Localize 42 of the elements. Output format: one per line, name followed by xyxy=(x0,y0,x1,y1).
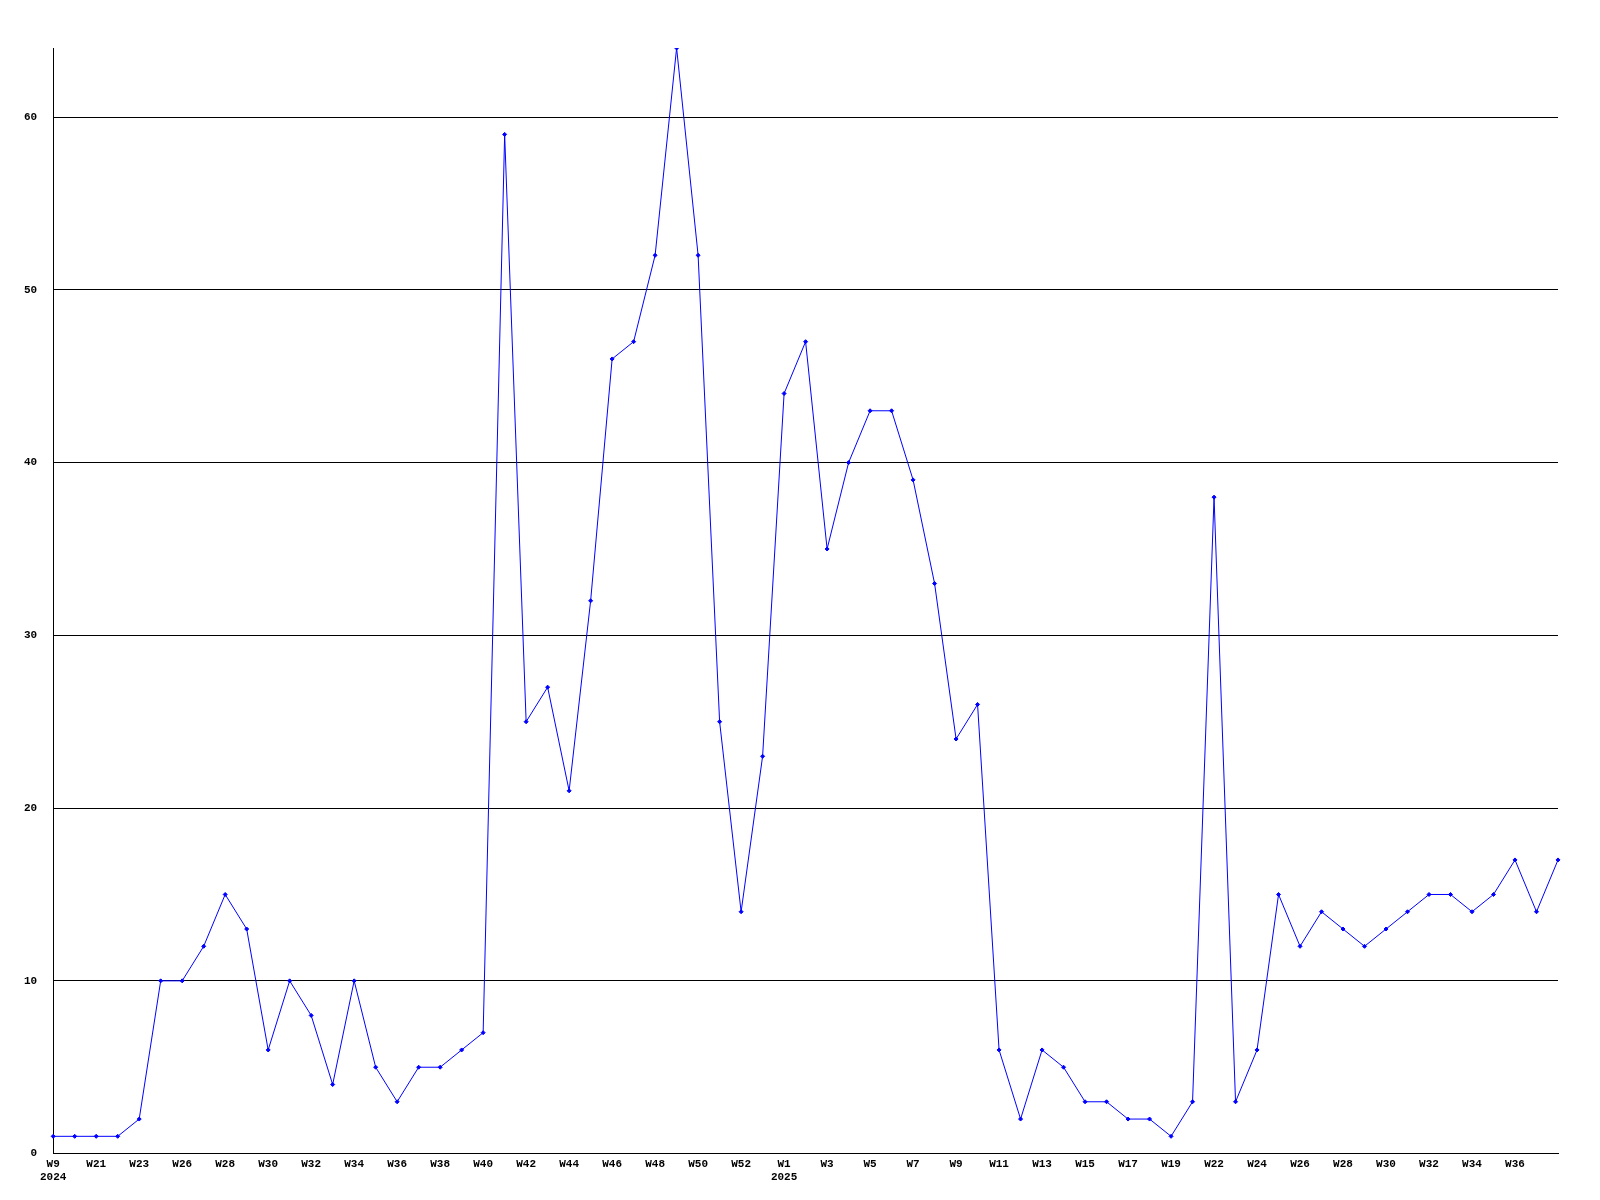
x-tick-label: W34 xyxy=(344,1157,365,1170)
y-tick-label: 0 xyxy=(30,1147,38,1160)
x-tick-label: W28 xyxy=(215,1157,236,1170)
x-tick-label: W17 xyxy=(1118,1157,1138,1170)
x-tick-label: W32 xyxy=(301,1157,322,1170)
x-tick-label: W9 2024 xyxy=(40,1157,67,1184)
x-tick-label: W21 xyxy=(86,1157,107,1170)
y-tick-label: 60 xyxy=(24,110,38,123)
y-tick-label: 50 xyxy=(24,283,38,296)
x-tick-label: W23 xyxy=(129,1157,150,1170)
x-tick-label: W26 xyxy=(1290,1157,1310,1170)
y-tick-label: 10 xyxy=(24,974,38,987)
x-tick-label: W40 xyxy=(473,1157,494,1170)
x-tick-label: W44 xyxy=(559,1157,580,1170)
x-tick-label: W11 xyxy=(989,1157,1010,1170)
x-tick-label: W28 xyxy=(1333,1157,1354,1170)
x-tick-label: W9 xyxy=(949,1157,963,1170)
x-tick-label: W1 2025 xyxy=(770,1157,798,1184)
x-tick-label: W32 xyxy=(1419,1157,1439,1170)
y-tick-label: 30 xyxy=(24,629,38,642)
y-tick-label: 40 xyxy=(24,456,38,469)
x-tick-label: W36 xyxy=(1505,1157,1525,1170)
x-tick-label: W24 xyxy=(1247,1157,1268,1170)
x-tick-label: W30 xyxy=(1376,1157,1396,1170)
x-tick-label: W7 xyxy=(906,1157,920,1170)
x-tick-label: W46 xyxy=(602,1157,623,1170)
x-tick-label: W50 xyxy=(688,1157,709,1170)
x-tick-label: W36 xyxy=(387,1157,408,1170)
x-tick-label: W22 xyxy=(1204,1157,1224,1170)
x-tick-label: W13 xyxy=(1032,1157,1053,1170)
x-tick-label: W15 xyxy=(1075,1157,1096,1170)
x-tick-label: W30 xyxy=(258,1157,279,1170)
x-tick-label: W52 xyxy=(731,1157,752,1170)
x-tick-label: W19 xyxy=(1161,1157,1181,1170)
x-tick-label: W48 xyxy=(645,1157,666,1170)
x-tick-label: W5 xyxy=(863,1157,878,1170)
x-tick-label: W3 xyxy=(820,1157,835,1170)
x-tick-label: W34 xyxy=(1462,1157,1483,1170)
y-tick-label: 20 xyxy=(24,801,38,814)
x-tick-label: W38 xyxy=(430,1157,451,1170)
x-tick-label: W42 xyxy=(516,1157,537,1170)
x-tick-label: W26 xyxy=(172,1157,193,1170)
